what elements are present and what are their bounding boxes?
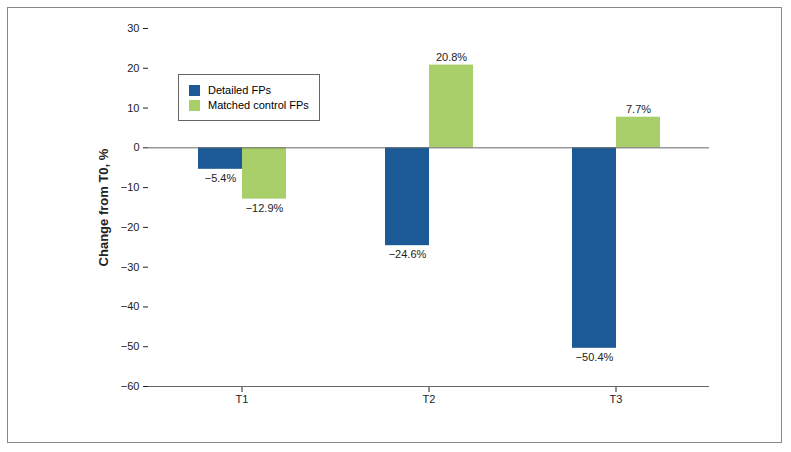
svg-text:20: 20: [127, 62, 139, 74]
svg-text:−40: −40: [121, 300, 140, 312]
html-text:Matched control FPs: Matched control FPs: [208, 99, 309, 111]
svg-text:−5.4%: −5.4%: [205, 172, 237, 184]
svg-text:−20: −20: [121, 221, 140, 233]
svg-text:Change from T0, %: Change from T0, %: [96, 148, 111, 266]
svg-text:20.8%: 20.8%: [436, 51, 467, 63]
svg-text:−24.6%: −24.6%: [389, 248, 427, 260]
svg-text:T3: T3: [610, 393, 623, 405]
svg-text:−10: −10: [121, 181, 140, 193]
svg-text:−50: −50: [121, 340, 140, 352]
svg-text:30: 30: [127, 22, 139, 34]
svg-text:10: 10: [127, 102, 139, 114]
svg-text:T2: T2: [423, 393, 436, 405]
svg-text:0: 0: [133, 141, 139, 153]
svg-text:−60: −60: [121, 380, 140, 392]
svg-text:−50.4%: −50.4%: [576, 351, 614, 363]
html-text:Detailed FPs: Detailed FPs: [208, 84, 271, 96]
svg-text:−12.9%: −12.9%: [246, 202, 284, 214]
svg-text:7.7%: 7.7%: [626, 103, 651, 115]
svg-text:−30: −30: [121, 261, 140, 273]
svg-text:T1: T1: [236, 393, 249, 405]
